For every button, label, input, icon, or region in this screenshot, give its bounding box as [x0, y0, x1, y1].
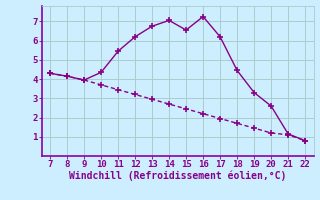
X-axis label: Windchill (Refroidissement éolien,°C): Windchill (Refroidissement éolien,°C) [69, 171, 286, 181]
